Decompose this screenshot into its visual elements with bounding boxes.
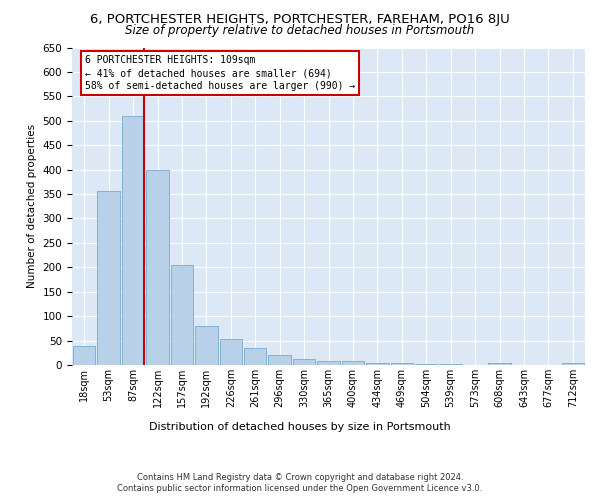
Bar [366, 362, 389, 365]
Bar [439, 364, 462, 365]
Bar [268, 355, 291, 365]
Bar [97, 190, 120, 365]
Bar [146, 170, 169, 365]
Text: Size of property relative to detached houses in Portsmouth: Size of property relative to detached ho… [125, 24, 475, 37]
Text: Distribution of detached houses by size in Portsmouth: Distribution of detached houses by size … [149, 422, 451, 432]
Bar [488, 362, 511, 365]
Text: 6 PORTCHESTER HEIGHTS: 109sqm
← 41% of detached houses are smaller (694)
58% of : 6 PORTCHESTER HEIGHTS: 109sqm ← 41% of d… [85, 55, 355, 91]
Bar [415, 364, 437, 365]
Y-axis label: Number of detached properties: Number of detached properties [27, 124, 37, 288]
Bar [170, 266, 193, 365]
Bar [391, 363, 413, 365]
Text: 6, PORTCHESTER HEIGHTS, PORTCHESTER, FAREHAM, PO16 8JU: 6, PORTCHESTER HEIGHTS, PORTCHESTER, FAR… [90, 12, 510, 26]
Text: Contains public sector information licensed under the Open Government Licence v3: Contains public sector information licen… [118, 484, 482, 493]
Bar [317, 360, 340, 365]
Bar [562, 362, 584, 365]
Bar [220, 338, 242, 365]
Bar [244, 348, 266, 365]
Bar [341, 361, 364, 365]
Bar [195, 326, 218, 365]
Bar [122, 116, 145, 365]
Bar [293, 359, 316, 365]
Bar [73, 346, 95, 365]
Text: Contains HM Land Registry data © Crown copyright and database right 2024.: Contains HM Land Registry data © Crown c… [137, 472, 463, 482]
